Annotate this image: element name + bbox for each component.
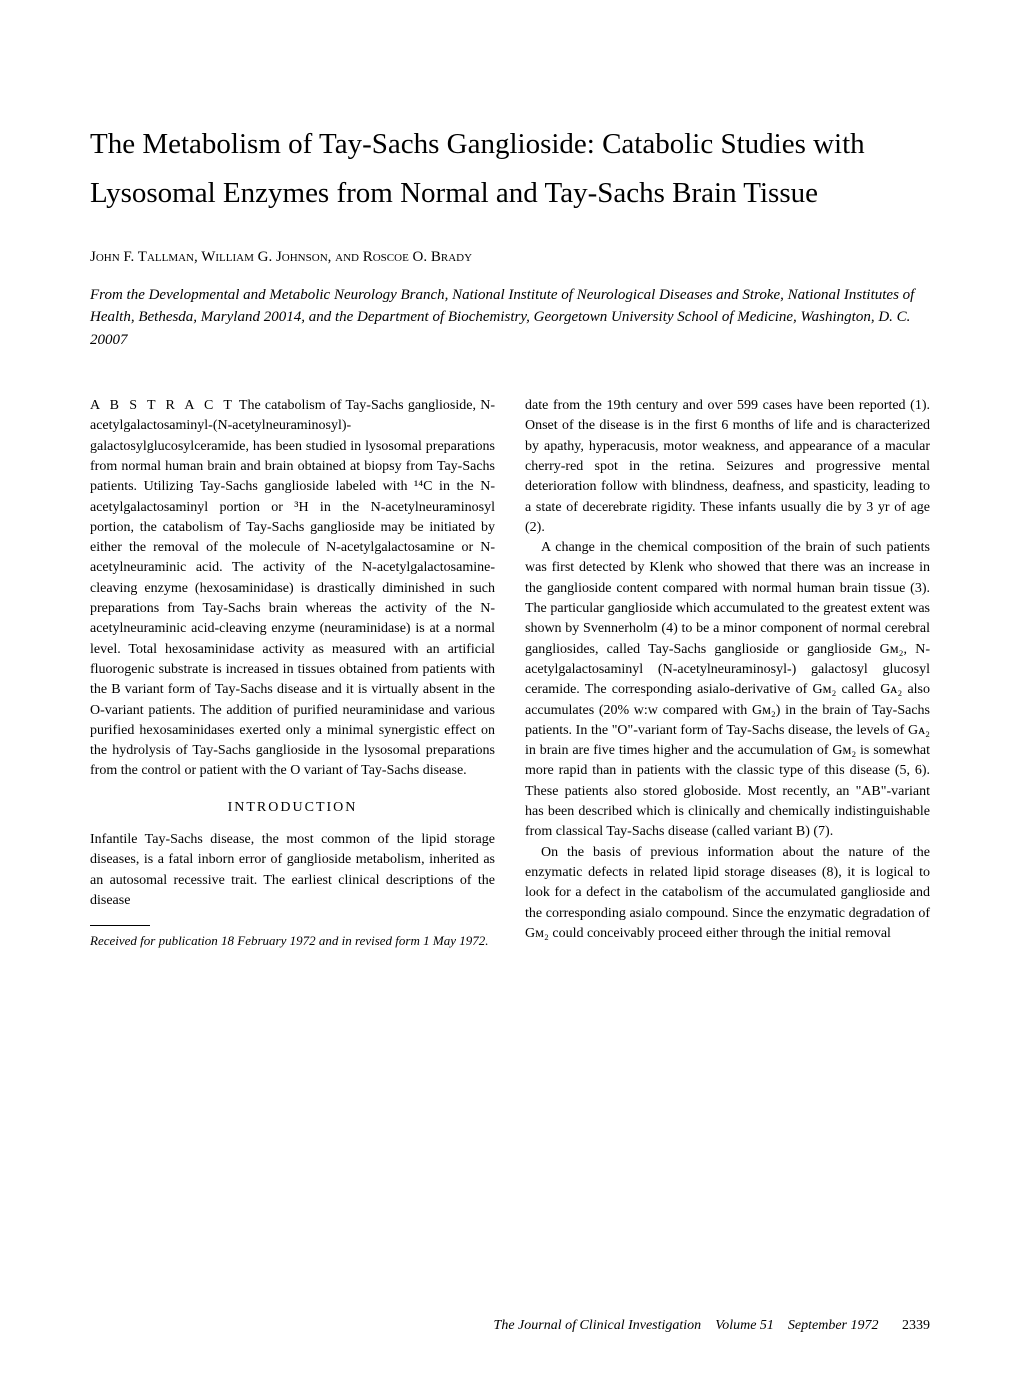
- abstract-label: A B S T R A C T: [90, 398, 235, 413]
- two-column-body: A B S T R A C T The catabolism of Tay-Sa…: [90, 396, 930, 951]
- introduction-heading: INTRODUCTION: [90, 798, 495, 818]
- footer-journal: The Journal of Clinical Investigation: [494, 1318, 702, 1333]
- authors: John F. Tallman, William G. Johnson, and…: [90, 249, 930, 266]
- page-number: 2339: [902, 1318, 930, 1333]
- intro-paragraph-1: Infantile Tay-Sachs disease, the most co…: [90, 830, 495, 911]
- footer-date: September 1972: [788, 1318, 879, 1333]
- left-column: A B S T R A C T The catabolism of Tay-Sa…: [90, 396, 495, 951]
- affiliation: From the Developmental and Metabolic Neu…: [90, 284, 930, 352]
- right-paragraph-2: A change in the chemical composition of …: [525, 538, 930, 842]
- right-paragraph-3: On the basis of previous information abo…: [525, 843, 930, 944]
- abstract-body: The catabolism of Tay-Sachs ganglioside,…: [90, 398, 495, 778]
- abstract-paragraph: A B S T R A C T The catabolism of Tay-Sa…: [90, 396, 495, 782]
- footnote-rule: [90, 925, 150, 926]
- footer-volume: Volume 51: [715, 1318, 774, 1333]
- footnote-received: Received for publication 18 February 197…: [90, 932, 495, 951]
- page-footer: The Journal of Clinical Investigation Vo…: [494, 1318, 930, 1334]
- paper-title: The Metabolism of Tay-Sachs Ganglioside:…: [90, 120, 930, 219]
- right-paragraph-1: date from the 19th century and over 599 …: [525, 396, 930, 538]
- right-column: date from the 19th century and over 599 …: [525, 396, 930, 951]
